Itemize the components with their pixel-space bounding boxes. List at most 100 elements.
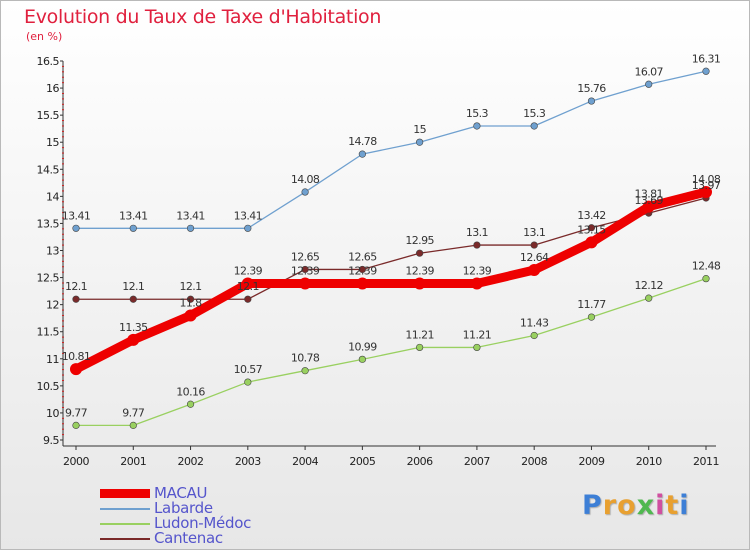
data-label: 10.78 xyxy=(291,352,320,365)
logo-letter: i xyxy=(679,490,690,521)
data-label: 12.39 xyxy=(234,265,263,278)
y-tick-label: 16.5 xyxy=(37,55,60,68)
data-label: 13.41 xyxy=(119,209,148,222)
y-tick-label: 14 xyxy=(46,190,59,203)
chart-subtitle: (en %) xyxy=(26,30,63,43)
data-point xyxy=(301,367,309,375)
data-point xyxy=(645,80,653,88)
data-label: 11.43 xyxy=(520,317,549,330)
data-label: 13.81 xyxy=(634,188,663,201)
data-label: 12.65 xyxy=(348,250,377,263)
legend-swatch xyxy=(100,507,150,510)
data-label: 16.07 xyxy=(634,65,663,78)
data-label: 12.1 xyxy=(237,280,259,293)
data-label: 11.21 xyxy=(405,328,434,341)
legend-label: Ludon-Médoc xyxy=(154,514,252,532)
logo-letter: x xyxy=(636,490,656,521)
data-label: 14.08 xyxy=(692,173,721,186)
data-point xyxy=(356,277,369,290)
data-label: 16.31 xyxy=(692,52,721,65)
data-point xyxy=(700,186,712,199)
data-point xyxy=(244,378,252,386)
data-label: 12.1 xyxy=(122,280,144,293)
data-label: 12.65 xyxy=(291,250,320,263)
data-label: 11.77 xyxy=(577,298,606,311)
proxiti-logo: Proxiti xyxy=(582,490,690,521)
chart-legend: MACAU Labarde Ludon-Médoc Cantenac xyxy=(100,486,251,546)
x-tick-label: 2003 xyxy=(235,455,261,468)
series-line-labarde xyxy=(75,70,707,229)
data-label: 12.1 xyxy=(179,280,201,293)
data-label: 9.77 xyxy=(122,406,145,419)
data-point xyxy=(358,265,366,274)
data-point xyxy=(473,241,481,249)
logo-letter: o xyxy=(617,490,637,521)
data-point xyxy=(702,67,710,75)
y-tick-label: 11.5 xyxy=(37,326,60,339)
data-point xyxy=(127,333,140,346)
data-point xyxy=(645,294,653,302)
data-point xyxy=(184,309,197,322)
data-point xyxy=(530,122,538,130)
y-tick-label: 10 xyxy=(46,407,59,420)
data-label: 13.69 xyxy=(634,194,663,207)
data-label: 13.1 xyxy=(466,226,488,239)
data-point xyxy=(416,343,424,352)
data-point xyxy=(72,295,80,303)
series-line-cantenac xyxy=(75,197,707,300)
legend-item: Ludon-Médoc xyxy=(100,516,251,531)
data-point xyxy=(642,200,655,213)
logo-letter: t xyxy=(665,490,680,521)
data-label: 14.08 xyxy=(291,173,320,186)
data-label: 11.21 xyxy=(463,328,492,341)
data-point xyxy=(129,295,137,303)
data-point xyxy=(72,421,80,429)
data-point xyxy=(244,224,252,232)
data-label: 13.41 xyxy=(62,209,91,222)
data-label: 14.78 xyxy=(348,135,377,148)
legend-swatch xyxy=(100,489,150,498)
data-point xyxy=(241,277,254,290)
x-tick-label: 2008 xyxy=(521,455,547,468)
data-point xyxy=(358,355,366,363)
data-label: 10.99 xyxy=(348,340,377,353)
data-point xyxy=(299,277,312,290)
series-line-macau xyxy=(71,187,711,374)
data-point xyxy=(587,224,596,232)
data-point xyxy=(186,400,195,408)
data-point xyxy=(473,122,481,130)
data-label: 15.3 xyxy=(523,107,546,120)
data-label: 15.3 xyxy=(466,107,489,120)
legend-label: MACAU xyxy=(154,484,208,502)
data-label: 11.35 xyxy=(119,321,148,334)
data-point xyxy=(301,265,309,274)
y-tick-label: 10.5 xyxy=(37,380,60,393)
data-label: 13.15 xyxy=(577,223,606,236)
y-tick-label: 11 xyxy=(46,353,59,366)
legend-label: Cantenac xyxy=(154,529,223,547)
data-point xyxy=(587,313,596,321)
data-point xyxy=(473,343,481,352)
data-label: 13.41 xyxy=(176,209,205,222)
logo-letter: P xyxy=(582,490,603,521)
data-label: 13.1 xyxy=(523,226,545,239)
data-label: 12.12 xyxy=(634,279,663,292)
x-tick-label: 2011 xyxy=(693,455,719,468)
data-label: 12.48 xyxy=(692,260,721,273)
data-point xyxy=(129,421,137,429)
logo-letter: r xyxy=(602,490,618,521)
data-label: 13.41 xyxy=(234,209,263,222)
data-point xyxy=(528,263,541,276)
y-tick-label: 15.5 xyxy=(37,109,60,122)
data-point xyxy=(702,275,710,283)
y-tick-label: 9.5 xyxy=(43,434,59,447)
legend-swatch xyxy=(100,522,150,525)
x-tick-label: 2004 xyxy=(292,455,318,468)
y-tick-label: 14.5 xyxy=(37,163,60,176)
y-tick-label: 12 xyxy=(46,299,59,312)
x-tick-label: 2006 xyxy=(407,455,433,468)
legend-item: MACAU xyxy=(100,486,251,501)
data-point xyxy=(244,295,252,303)
data-point xyxy=(413,277,426,290)
data-label: 13.42 xyxy=(577,209,606,222)
